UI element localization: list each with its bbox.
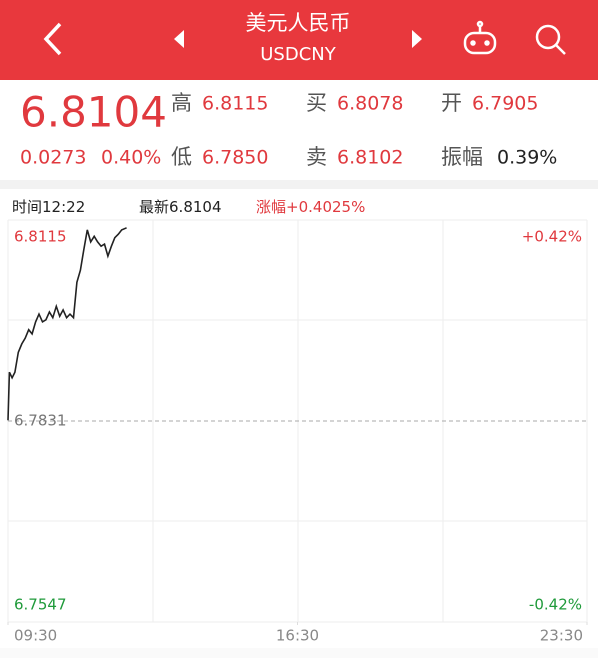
sell-label: 卖 bbox=[306, 145, 327, 169]
y-tick-label: 6.7831 bbox=[14, 412, 67, 430]
high-label: 高 bbox=[171, 91, 192, 115]
high: 6.8115 bbox=[202, 93, 268, 115]
subtitle: USDCNY bbox=[260, 44, 336, 65]
buy-label: 买 bbox=[306, 91, 327, 115]
y-tick-label: 6.8115 bbox=[14, 228, 67, 246]
time: 12:22 bbox=[42, 198, 85, 216]
search-icon[interactable] bbox=[535, 24, 566, 55]
back-button[interactable] bbox=[43, 22, 62, 56]
x-tick-label: 09:30 bbox=[14, 627, 57, 645]
prev-button[interactable] bbox=[174, 30, 184, 48]
low: 6.7850 bbox=[202, 147, 268, 169]
title: 美元人民币 bbox=[246, 11, 351, 35]
robot-icon[interactable] bbox=[463, 20, 497, 55]
latest-label: 最新 bbox=[139, 198, 169, 216]
info-change: 涨幅+0.4025% bbox=[256, 198, 365, 216]
y2-tick-label: -0.42% bbox=[529, 596, 582, 614]
header-bar bbox=[0, 0, 598, 80]
x-tick-label: 23:30 bbox=[540, 627, 583, 645]
info-latest: 最新6.8104 bbox=[139, 198, 222, 216]
price-line bbox=[7, 227, 127, 421]
change: 0.0273 bbox=[20, 147, 86, 169]
open: 6.7905 bbox=[472, 93, 538, 115]
info-time: 时间12:22 bbox=[12, 198, 85, 216]
change-label: 涨幅 bbox=[256, 198, 286, 216]
amplitude: 0.39% bbox=[497, 147, 557, 169]
next-panel-edge bbox=[0, 648, 598, 658]
price: 6.8104 bbox=[20, 88, 167, 137]
open-label: 开 bbox=[441, 91, 462, 115]
y-tick-label: 6.7547 bbox=[14, 596, 67, 614]
low-label: 低 bbox=[171, 145, 192, 169]
time-label: 时间 bbox=[12, 198, 42, 216]
latest: 6.8104 bbox=[169, 198, 222, 216]
next-button[interactable] bbox=[412, 30, 422, 48]
x-tick-label: 16:30 bbox=[276, 627, 319, 645]
separator bbox=[0, 180, 598, 189]
change-pct: 0.40% bbox=[101, 147, 161, 169]
buy: 6.8078 bbox=[337, 93, 403, 115]
sell: 6.8102 bbox=[337, 147, 403, 169]
change-value: +0.4025% bbox=[286, 198, 365, 216]
y2-tick-label: +0.42% bbox=[522, 228, 582, 246]
amplitude-label: 振幅 bbox=[441, 145, 483, 169]
